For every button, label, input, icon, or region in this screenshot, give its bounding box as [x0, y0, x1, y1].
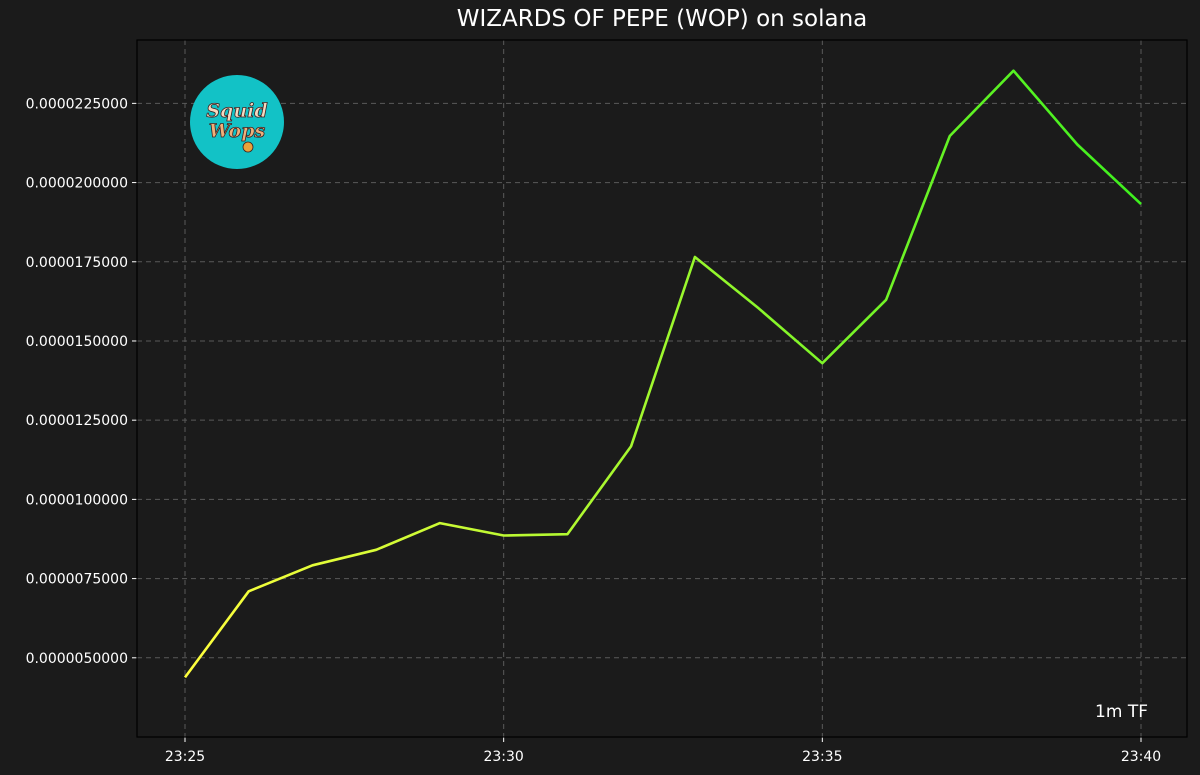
timeframe-label: 1m TF	[1095, 702, 1148, 722]
price-points	[183, 69, 1143, 680]
y-tick-label: 0.0000175000	[26, 255, 128, 271]
x-tick-label: 23:30	[483, 749, 523, 765]
y-tick-label: 0.0000050000	[26, 651, 128, 667]
chart-title: WIZARDS OF PEPE (WOP) on solana	[456, 6, 868, 32]
y-tick-label: 0.0000200000	[26, 176, 128, 192]
svg-text:Wops: Wops	[209, 120, 266, 142]
y-tick-label: 0.0000150000	[26, 334, 128, 350]
y-tick-label: 0.0000125000	[26, 413, 128, 429]
x-tick-label: 23:40	[1121, 749, 1161, 765]
plot-frame	[136, 39, 1188, 738]
price-line	[183, 69, 1142, 679]
y-tick-label: 0.0000075000	[26, 572, 128, 588]
svg-text:Squid: Squid	[206, 100, 267, 122]
grid-lines	[137, 40, 1187, 737]
y-tick-label: 0.0000225000	[26, 96, 128, 112]
y-axis-ticks: 0.0000050000 0.0000075000 0.0000100000 0.00…	[26, 96, 137, 667]
y-tick-label: 0.0000100000	[26, 492, 128, 508]
squid-wops-logo-icon: Squid Wops	[190, 75, 284, 169]
price-series	[183, 69, 1142, 679]
x-axis-ticks: 23:25 23:30 23:35 23:40	[165, 737, 1161, 765]
x-tick-label: 23:35	[802, 749, 842, 765]
x-tick-label: 23:25	[165, 749, 205, 765]
